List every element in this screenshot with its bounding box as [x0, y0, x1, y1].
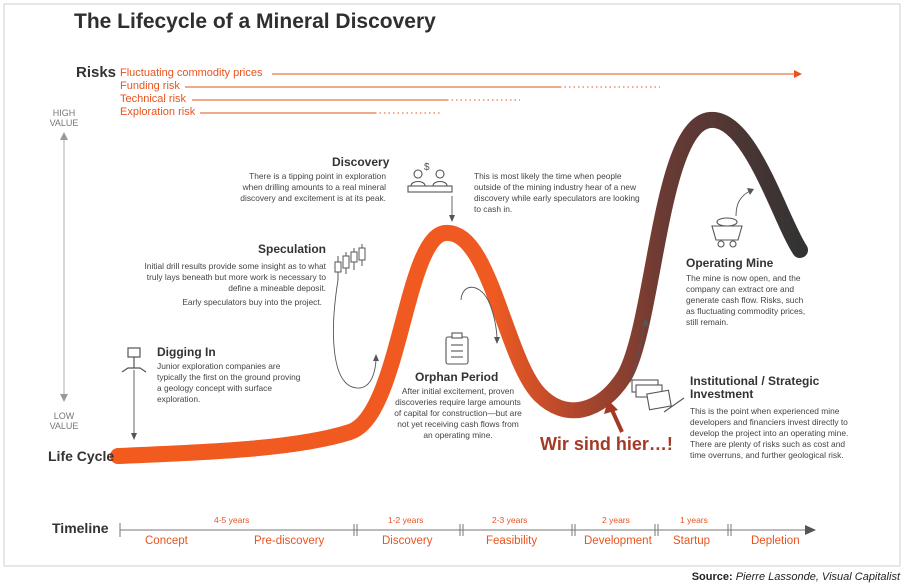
risk-technical: Technical risk [120, 93, 187, 105]
phase-development: Development [584, 535, 652, 547]
source-label: Source: [691, 571, 733, 583]
connector-arrows [133, 190, 751, 436]
orphan-period-title: Orphan Period [415, 370, 499, 384]
risk-lines [185, 70, 802, 114]
drill-rig-icon [121, 347, 147, 373]
life-cycle-label: Life Cycle [48, 448, 115, 464]
digging-in-text: Junior exploration companies are typical… [157, 361, 301, 404]
speculation-text: Initial drill results provide some insig… [144, 261, 326, 293]
operating-mine-title: Operating Mine [686, 256, 774, 270]
frame-border [3, 3, 901, 567]
we-are-here-annotation: Wir sind hier…! [540, 434, 673, 454]
operating-mine-text: The mine is now open, and the company ca… [686, 273, 806, 327]
lifecycle-curve [110, 112, 808, 464]
phase-startup: Startup [673, 535, 711, 547]
duration-feasibility: 2-3 years [492, 515, 528, 525]
svg-text:$: $ [424, 162, 430, 173]
timeline-axis [119, 523, 808, 537]
duration-startup: 1 years [680, 515, 708, 525]
risk-arrowhead [794, 70, 802, 78]
discovery-text: There is a tipping point in exploration … [240, 171, 386, 203]
operating-arrow [735, 190, 751, 217]
annotation-arrow [604, 400, 624, 433]
clipboard-checklist-icon [445, 332, 469, 365]
risk-exploration: Exploration risk [120, 106, 196, 118]
page-title: The Lifecycle of a Mineral Discovery [74, 10, 436, 33]
institutional-arrow [629, 321, 646, 383]
speculation-title: Speculation [258, 242, 327, 256]
orphan-arrow [460, 286, 498, 341]
timeline-label: Timeline [52, 520, 109, 536]
source-text: Pierre Lassonde, Visual Capitalist [735, 571, 900, 583]
money-contract-icon [631, 379, 685, 413]
phase-discovery: Discovery [382, 535, 433, 547]
mine-cart-icon [711, 217, 743, 248]
phase-depletion: Depletion [751, 535, 800, 547]
phase-feasibility: Feasibility [486, 535, 538, 547]
high-value-label: HIGH VALUE [49, 108, 79, 128]
candlestick-chart-icon [334, 244, 366, 280]
risks-label: Risks [76, 64, 117, 81]
source-credit: Source: Pierre Lassonde, Visual Capitali… [692, 571, 900, 583]
orphan-period-text: After initial excitement, proven discove… [394, 386, 522, 440]
discovery-people-icon: $ [407, 162, 453, 193]
value-axis [60, 132, 68, 402]
institutional-title: Institutional / Strategic Investment [690, 374, 820, 401]
phase-pre-discovery: Pre-discovery [254, 535, 325, 547]
discovery-title: Discovery [332, 155, 390, 169]
risk-funding: Funding risk [120, 80, 180, 92]
speculation-text-2: Early speculators buy into the project. [182, 297, 322, 307]
discovery-right-text: This is most likely the time when people… [474, 171, 640, 214]
duration-development: 2 years [602, 515, 630, 525]
duration-concept: 4-5 years [214, 515, 250, 525]
connector-arrowheads [131, 188, 754, 440]
duration-discovery: 1-2 years [388, 515, 424, 525]
speculation-arrow [333, 279, 377, 389]
institutional-text: This is the point when experienced mine … [690, 406, 849, 460]
low-value-label: LOW VALUE [49, 411, 79, 431]
risk-commodity: Fluctuating commodity prices [120, 67, 263, 79]
timeline-arrowhead [805, 525, 816, 535]
digging-in-title: Digging In [157, 345, 216, 359]
phase-concept: Concept [145, 535, 188, 547]
